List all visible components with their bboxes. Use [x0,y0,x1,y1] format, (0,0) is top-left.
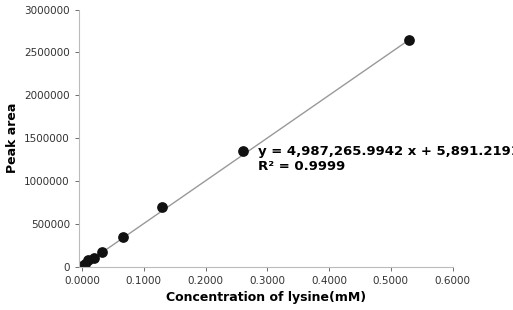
Text: y = 4,987,265.9942 x + 5,891.2191
R² = 0.9999: y = 4,987,265.9942 x + 5,891.2191 R² = 0… [258,145,513,173]
Point [98,250,107,255]
X-axis label: Concentration of lysine(mM): Concentration of lysine(mM) [166,291,366,304]
Point [78,264,86,269]
Point [119,234,127,239]
Point [405,37,413,42]
Point [84,258,92,263]
Point [90,255,98,260]
Point [81,262,89,267]
Y-axis label: Peak area: Peak area [6,103,18,173]
Point [239,148,247,153]
Point [158,205,166,210]
